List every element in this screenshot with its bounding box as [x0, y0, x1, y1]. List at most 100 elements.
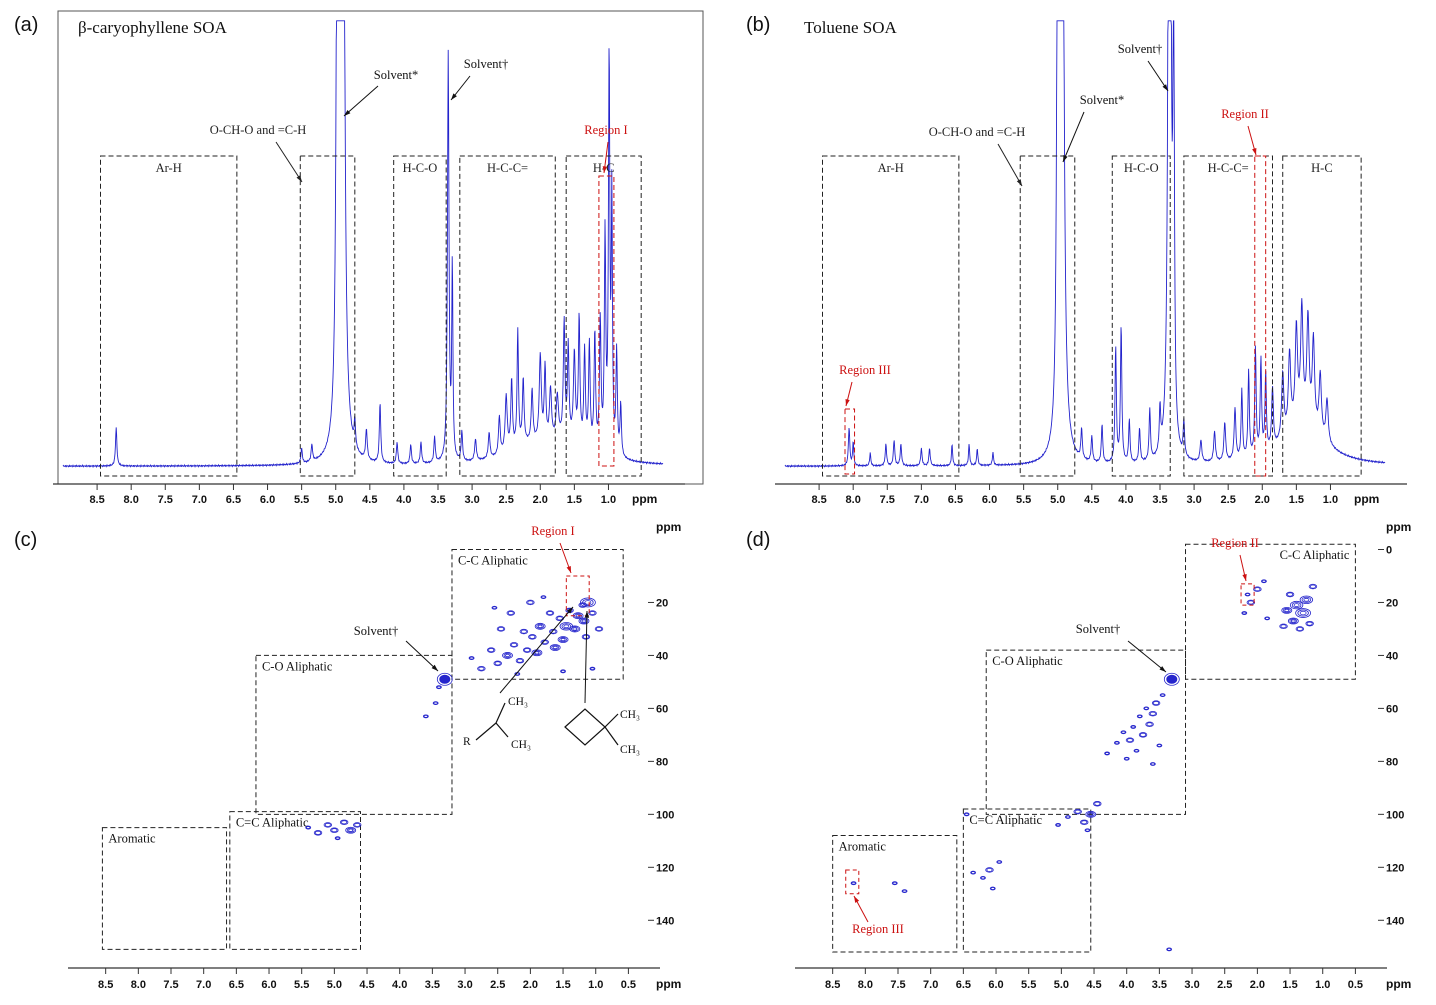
contour-ring: [341, 820, 348, 825]
contour-ring: [1287, 592, 1294, 597]
x-tick-label: 3.5: [1152, 494, 1167, 506]
contour-ring: [1303, 597, 1310, 602]
y-tick-label: 20: [656, 597, 668, 609]
contour-ring: [522, 647, 532, 653]
contour-spot: [531, 649, 543, 657]
contour-ring: [494, 661, 501, 666]
structure-assignment-arrow-line: [499, 606, 574, 694]
region-o-ch-o-and-c-h-arrow-line: [275, 141, 303, 183]
contour-ring: [529, 634, 536, 639]
x-tick-label: 8.0: [124, 494, 139, 506]
contour-ring: [1281, 607, 1293, 614]
contour-spot: [589, 666, 596, 671]
contour-ring: [422, 714, 429, 719]
contour-ring: [1134, 749, 1139, 753]
contour-ring: [1081, 820, 1088, 825]
contour-ring: [348, 828, 354, 832]
contour-ring: [1159, 693, 1166, 698]
contour-ring: [1254, 587, 1261, 592]
region-label-h-c-o: H-C-O: [1124, 161, 1159, 175]
contour-spot: [1080, 819, 1089, 825]
contour-ring: [985, 867, 994, 873]
highlight-box-region-iii: [845, 869, 860, 895]
x-tick-label: 1.0: [601, 494, 616, 506]
nmr-trace: [62, 20, 664, 469]
contour-ring: [306, 826, 311, 829]
contour-ring: [996, 860, 1003, 864]
contour-spot: [559, 622, 574, 631]
contour-spot: [1145, 721, 1154, 727]
structure-assignment-arrow-head: [567, 607, 573, 614]
region-label-c-c-aliphatic: C-C Aliphatic: [1280, 548, 1350, 562]
region-box-h-c: [1282, 155, 1362, 477]
x-tick-label: 2.0: [1255, 494, 1270, 506]
contour-ring: [964, 812, 969, 816]
contour-ring: [546, 611, 553, 616]
contour-ring: [986, 867, 993, 872]
region-label-region-iii: Region III: [839, 363, 891, 377]
contour-ring: [590, 667, 595, 671]
region-box-c-o-aliphatic: [985, 649, 1187, 815]
contour-ring: [503, 652, 512, 658]
x-axis-unit: ppm: [1354, 492, 1379, 506]
x-tick-label: 0.5: [621, 979, 636, 991]
contour-ring: [492, 606, 497, 610]
contour-ring: [511, 642, 518, 647]
contour-ring: [1085, 828, 1090, 832]
contour-spot: [850, 881, 857, 886]
contour-ring: [345, 826, 357, 834]
x-tick-label: 3.5: [1152, 979, 1167, 991]
annotation-solvent: Solvent†: [354, 624, 398, 638]
contour-spot: [502, 652, 513, 659]
contour-ring: [477, 665, 486, 672]
contour-ring: [1133, 748, 1140, 753]
x-tick-label: 7.5: [890, 979, 905, 991]
x-tick-label: 2.5: [499, 494, 514, 506]
contour-ring: [850, 881, 857, 886]
x-tick-label: 5.5: [294, 979, 309, 991]
contour-ring: [534, 622, 546, 630]
contour-ring: [569, 625, 581, 633]
contour-ring: [1289, 600, 1304, 610]
contour-ring: [1245, 593, 1250, 596]
x-tick-label: 7.5: [163, 979, 178, 991]
panel-b-label: (b): [746, 14, 771, 36]
contour-ring: [491, 605, 498, 610]
contour-spot: [509, 642, 519, 648]
x-tick-label: 7.0: [923, 979, 938, 991]
region-box-o-ch-o-and-c-h: [299, 155, 356, 477]
y-tick-label: 40: [1386, 650, 1398, 662]
x-tick-label: 8.5: [98, 979, 113, 991]
region-label-ar-h: Ar-H: [878, 161, 904, 175]
contour-spot: [432, 701, 439, 705]
contour-ring: [580, 618, 588, 624]
solvent-spot-ring: [436, 672, 453, 686]
contour-spot: [1125, 737, 1135, 743]
contour-ring: [493, 660, 502, 667]
contour-ring: [520, 629, 527, 634]
region-o-ch-o-and-c-h-arrow-head: [296, 175, 302, 182]
contour-ring: [970, 871, 976, 875]
region-label-h-c-o: H-C-O: [403, 161, 438, 175]
panel-c: (c) 8.5 8.0 7.5 7.0 6.5 6.0 5.5 5.0 4.5 4.0 3.5 3.0…: [8, 515, 708, 1003]
x-tick-label: 5.0: [1054, 979, 1069, 991]
x-axis-unit: ppm: [1386, 977, 1411, 991]
x-tick-label: 1.0: [1323, 494, 1338, 506]
contour-ring: [552, 645, 558, 650]
contour-spot: [1287, 617, 1299, 625]
contour-spot: [1295, 626, 1305, 632]
x-tick-label: 3.5: [430, 494, 445, 506]
contour-spot: [578, 602, 587, 608]
chemical-structure-gem-dimethyl-cyclobutane: CH₃ CH₃: [564, 610, 640, 756]
x-tick-label: 6.0: [988, 979, 1003, 991]
contour-spot: [477, 665, 486, 672]
contour-spot: [493, 660, 502, 667]
spectrum-1h-toluene: 8.5 8.0 7.5 7.0 6.5 6.0 5.5 5.0 4.5 4.0 3.5 3.0 2.5 2…: [775, 20, 1407, 506]
contour-ring: [990, 887, 995, 890]
contour-ring: [1284, 608, 1290, 613]
contour-ring: [1074, 809, 1081, 814]
contour-ring: [1120, 730, 1127, 735]
contour-ring: [980, 875, 986, 880]
contour-ring: [581, 619, 587, 623]
region-label-region-ii: Region II: [1221, 107, 1269, 121]
